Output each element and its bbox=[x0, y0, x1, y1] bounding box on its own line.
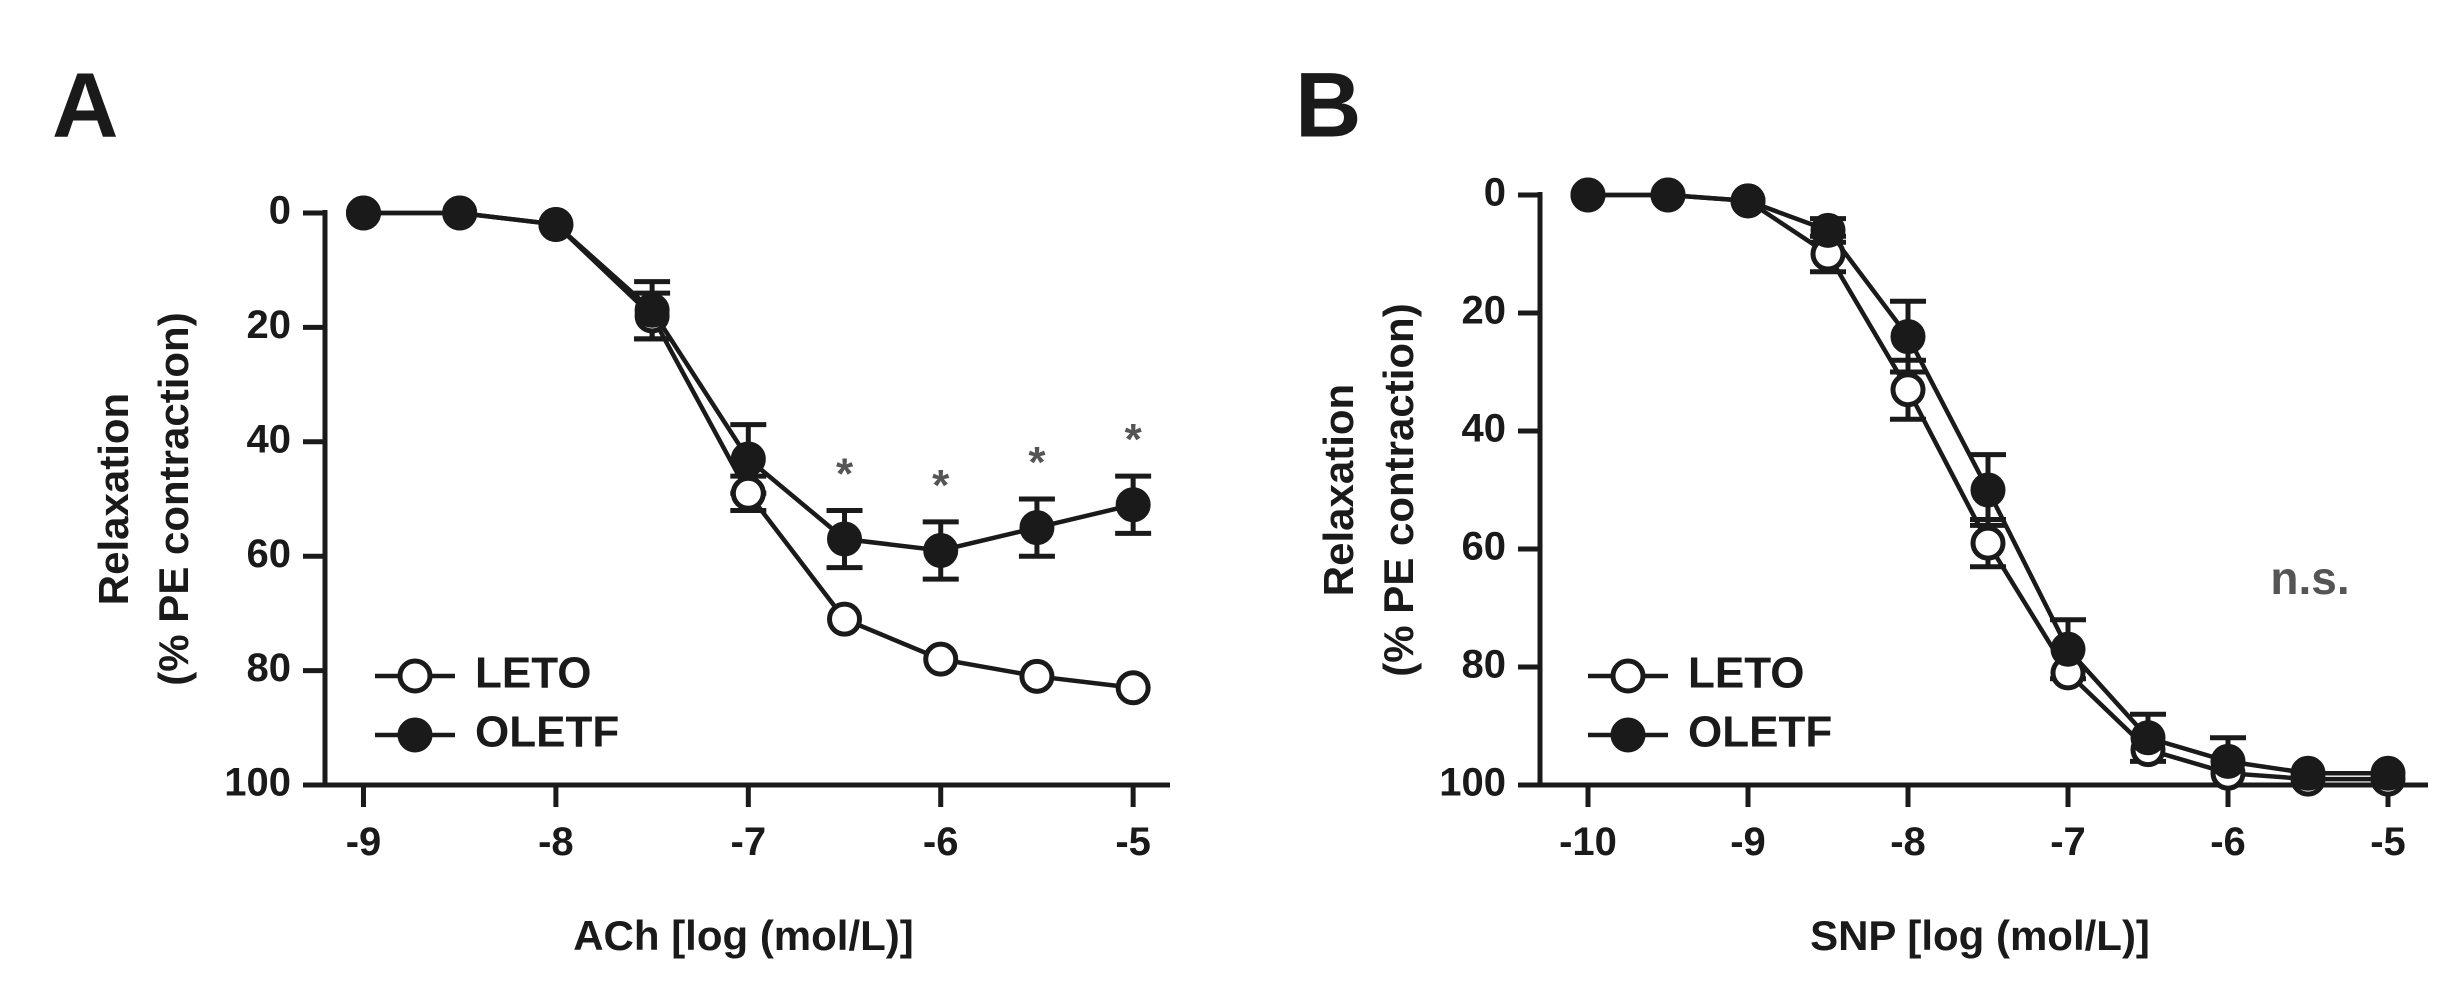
data-point-leto bbox=[1115, 670, 1151, 706]
x-axis-title: ACh [log (mol/L)] bbox=[573, 912, 914, 959]
data-point-leto bbox=[730, 475, 766, 511]
data-point-oletf bbox=[923, 532, 959, 568]
y-tick-label: 80 bbox=[1462, 643, 1507, 687]
data-point-oletf bbox=[2370, 755, 2406, 791]
legend-label-leto: LETO bbox=[475, 649, 592, 698]
x-tick-label: -5 bbox=[2370, 820, 2406, 864]
data-point-oletf bbox=[2290, 755, 2326, 791]
y-tick-label: 20 bbox=[247, 303, 292, 347]
data-point-oletf bbox=[538, 206, 574, 242]
legend-marker-leto bbox=[397, 658, 433, 694]
y-axis-title-line2: (% PE contraction) bbox=[1375, 303, 1422, 676]
panel-label: B bbox=[1295, 54, 1361, 156]
ns-annotation: n.s. bbox=[2270, 552, 2349, 604]
data-point-oletf bbox=[1115, 487, 1151, 523]
data-point-oletf bbox=[827, 521, 863, 557]
data-point-oletf bbox=[2050, 631, 2086, 667]
data-point-oletf bbox=[1810, 212, 1846, 248]
y-tick-label: 0 bbox=[269, 189, 291, 233]
x-tick-label: -9 bbox=[346, 820, 382, 864]
data-point-leto bbox=[1970, 525, 2006, 561]
data-point-oletf bbox=[1730, 183, 1766, 219]
y-tick-label: 100 bbox=[224, 761, 291, 805]
data-point-oletf bbox=[1890, 319, 1926, 355]
data-point-leto bbox=[923, 641, 959, 677]
y-tick-label: 80 bbox=[247, 646, 292, 690]
x-tick-label: -7 bbox=[731, 820, 767, 864]
data-point-oletf bbox=[2130, 720, 2166, 756]
legend-marker-leto bbox=[1610, 658, 1646, 694]
y-tick-label: 40 bbox=[247, 417, 292, 461]
x-axis-title: SNP [log (mol/L)] bbox=[1810, 912, 2150, 959]
data-point-oletf bbox=[2210, 743, 2246, 779]
x-tick-label: -6 bbox=[2210, 820, 2246, 864]
y-tick-label: 60 bbox=[247, 532, 292, 576]
data-point-oletf bbox=[1650, 177, 1686, 213]
legend-marker-oletf bbox=[1610, 717, 1646, 753]
data-point-oletf bbox=[634, 292, 670, 328]
data-point-oletf bbox=[345, 195, 381, 231]
data-point-oletf bbox=[442, 195, 478, 231]
y-tick-label: 40 bbox=[1462, 407, 1507, 451]
y-tick-label: 100 bbox=[1439, 761, 1506, 805]
x-tick-label: -8 bbox=[538, 820, 574, 864]
y-tick-label: 0 bbox=[1484, 171, 1506, 215]
y-tick-label: 60 bbox=[1462, 525, 1507, 569]
x-tick-label: -7 bbox=[2050, 820, 2086, 864]
legend-marker-oletf bbox=[397, 717, 433, 753]
legend-label-oletf: OLETF bbox=[1688, 708, 1832, 757]
x-tick-label: -8 bbox=[1890, 820, 1926, 864]
data-point-oletf bbox=[1970, 472, 2006, 508]
y-tick-label: 20 bbox=[1462, 289, 1507, 333]
significance-asterisk: * bbox=[836, 449, 854, 498]
x-tick-label: -10 bbox=[1559, 820, 1617, 864]
panel-a: A 0 20 40 60 80 100 -9 -8 -7 -6 -5 ACh [log (mol/L)]… bbox=[52, 54, 1170, 959]
x-tick-label: -6 bbox=[923, 820, 959, 864]
data-point-leto bbox=[827, 601, 863, 637]
significance-asterisk: * bbox=[932, 461, 950, 510]
panel-b: B 0 20 40 60 80 100 -10 -9 -8 -7 -6 -5 SNP [log (mol/… bbox=[1295, 54, 2428, 959]
significance-asterisk: * bbox=[1028, 438, 1046, 487]
significance-asterisk: * bbox=[1125, 415, 1143, 464]
y-axis-title-line1: Relaxation bbox=[1315, 384, 1362, 596]
legend-label-oletf: OLETF bbox=[475, 708, 619, 757]
panel-label: A bbox=[52, 54, 118, 156]
y-axis-title-line2: (% PE contraction) bbox=[150, 312, 197, 685]
x-tick-label: -5 bbox=[1115, 820, 1151, 864]
data-point-oletf bbox=[1570, 177, 1606, 213]
data-point-oletf bbox=[730, 441, 766, 477]
data-point-leto bbox=[1890, 372, 1926, 408]
legend-label-leto: LETO bbox=[1688, 649, 1805, 698]
data-point-leto bbox=[1019, 658, 1055, 694]
x-tick-label: -9 bbox=[1730, 820, 1766, 864]
data-point-oletf bbox=[1019, 510, 1055, 546]
y-axis-title-line1: Relaxation bbox=[90, 393, 137, 605]
